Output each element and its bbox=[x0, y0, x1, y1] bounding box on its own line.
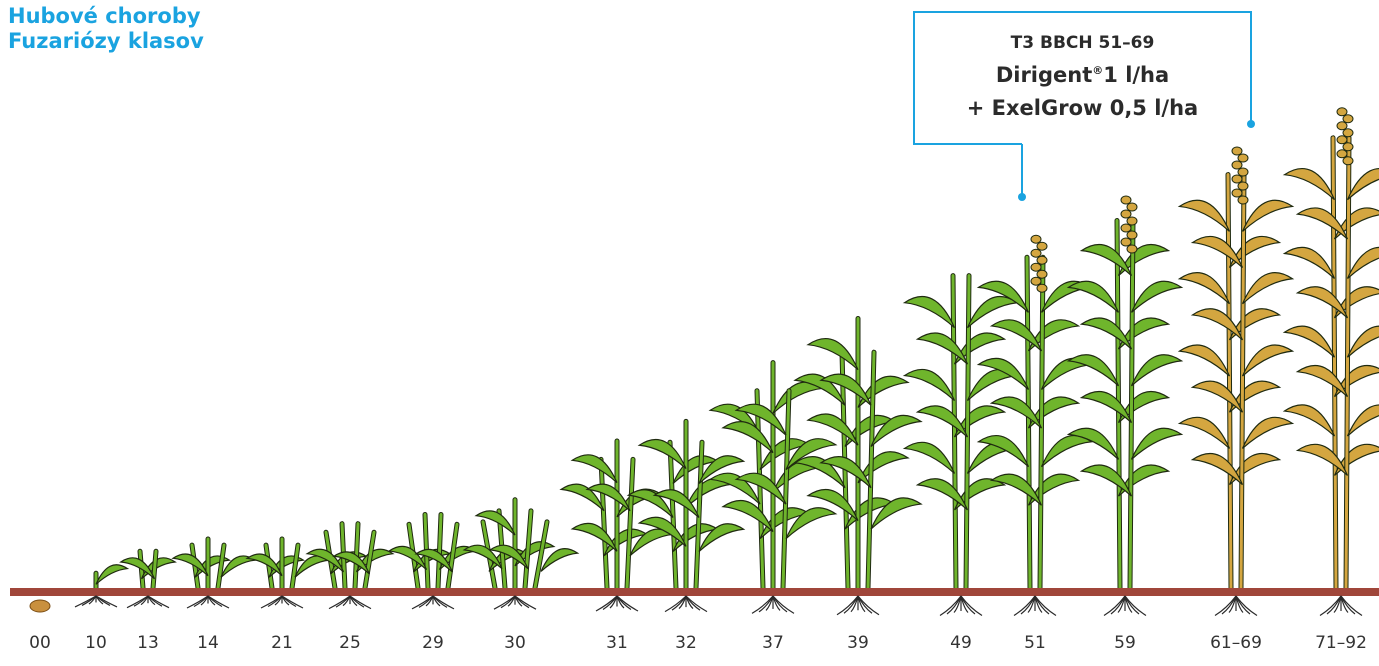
stage-label: 25 bbox=[339, 633, 361, 653]
roots bbox=[939, 595, 983, 617]
stage-label: 49 bbox=[950, 633, 972, 653]
stage-label: 32 bbox=[675, 633, 697, 653]
title-line-1: Hubové choroby bbox=[8, 4, 201, 28]
plant-stage-5 bbox=[305, 521, 395, 591]
roots bbox=[186, 595, 230, 609]
stage-label: 31 bbox=[606, 633, 628, 653]
roots bbox=[74, 595, 118, 608]
roots bbox=[1319, 595, 1363, 617]
stage-label: 61–69 bbox=[1210, 633, 1262, 653]
plant-stage-16 bbox=[1282, 107, 1379, 591]
stage-label: 71–92 bbox=[1315, 633, 1367, 653]
stage-label: 39 bbox=[847, 633, 869, 653]
roots bbox=[1013, 595, 1057, 617]
plant-stage-3 bbox=[171, 536, 258, 591]
stage-label: 13 bbox=[137, 633, 159, 653]
callout-frame bbox=[913, 11, 1252, 145]
callout-dot-left bbox=[1018, 193, 1026, 201]
stage-label: 10 bbox=[85, 633, 107, 653]
roots bbox=[751, 595, 795, 614]
callout-dose: 1 l/ha bbox=[1103, 63, 1170, 87]
seed-icon bbox=[29, 599, 51, 613]
stage-label: 14 bbox=[197, 633, 219, 653]
callout-stage: T3 BBCH 51–69 bbox=[1010, 33, 1155, 53]
plant-stage-11 bbox=[793, 316, 923, 591]
roots bbox=[411, 595, 455, 610]
plant-stage-13 bbox=[976, 234, 1094, 591]
callout-product: Dirigent bbox=[995, 63, 1093, 87]
stage-label: 59 bbox=[1114, 633, 1136, 653]
plant-stage-4 bbox=[245, 536, 332, 591]
callout-dot-right bbox=[1247, 120, 1255, 128]
ear-icon bbox=[1030, 234, 1048, 293]
stage-label: 00 bbox=[29, 633, 51, 653]
roots bbox=[493, 595, 537, 610]
stage-label: 51 bbox=[1024, 633, 1046, 653]
roots bbox=[664, 595, 708, 613]
plant-stage-15 bbox=[1177, 146, 1295, 591]
ground-line bbox=[10, 588, 1379, 596]
plant-stage-2 bbox=[119, 548, 177, 591]
roots bbox=[1214, 595, 1258, 617]
roots bbox=[126, 595, 170, 609]
plant-stage-12 bbox=[902, 273, 1020, 591]
callout-additive: + ExelGrow 0,5 l/ha bbox=[966, 96, 1199, 120]
roots bbox=[836, 595, 880, 616]
plant-stage-7 bbox=[462, 497, 580, 591]
roots bbox=[260, 595, 304, 609]
roots bbox=[595, 595, 639, 612]
plant-stage-1 bbox=[93, 564, 130, 591]
treatment-callout: T3 BBCH 51–69 Dirigent®1 l/ha + ExelGrow… bbox=[914, 12, 1251, 144]
ear-icon bbox=[1336, 107, 1354, 166]
ear-icon bbox=[1120, 195, 1138, 254]
stage-label: 37 bbox=[762, 633, 784, 653]
roots bbox=[1103, 595, 1147, 617]
callout-product-line: Dirigent®1 l/ha bbox=[914, 63, 1251, 87]
roots bbox=[328, 595, 372, 610]
stage-label: 30 bbox=[504, 633, 526, 653]
plant-stage-6 bbox=[387, 512, 479, 591]
stage-label: 29 bbox=[422, 633, 444, 653]
plant-stage-14 bbox=[1066, 195, 1184, 591]
title-line-2: Fuzariózy klasov bbox=[8, 29, 204, 53]
ear-icon bbox=[1231, 146, 1249, 205]
registered-mark: ® bbox=[1092, 64, 1104, 77]
plant-stage-9 bbox=[626, 418, 746, 591]
stage-label: 21 bbox=[271, 633, 293, 653]
diagram-title: Hubové choroby Fuzariózy klasov bbox=[8, 4, 204, 54]
